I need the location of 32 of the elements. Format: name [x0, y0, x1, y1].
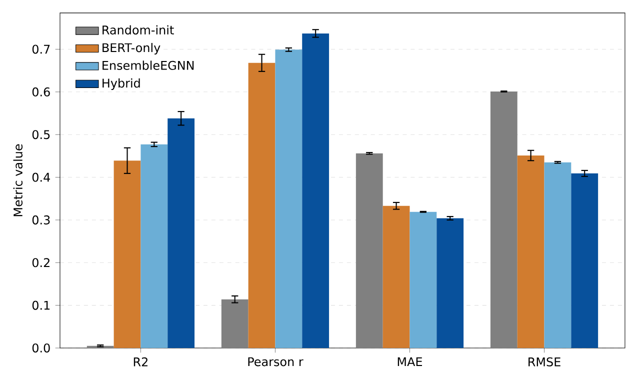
y-tick-label: 0.2	[32, 258, 50, 268]
bar	[140, 144, 168, 348]
legend-label: BERT-only	[102, 42, 160, 55]
y-tick-label: 0.6	[32, 87, 50, 96]
y-tick-label: 0.4	[32, 172, 50, 182]
x-tick-label: MAE	[398, 357, 422, 366]
legend-label: Random-init	[102, 25, 174, 34]
legend-label: Hybrid	[102, 78, 140, 90]
bar	[221, 299, 248, 348]
y-tick-label: 0.7	[32, 44, 50, 54]
y-tick-label: 0.3	[32, 215, 50, 224]
x-tick-label: Pearson r	[248, 357, 304, 366]
y-tick-label: 0.0	[32, 343, 50, 353]
x-tick-label: R2	[134, 357, 148, 366]
bar	[436, 218, 464, 348]
bar	[410, 212, 437, 348]
legend-label: EnsembleEGNN	[102, 60, 194, 70]
bar	[275, 50, 302, 348]
bar	[302, 33, 330, 348]
bar	[571, 173, 598, 348]
y-tick-label: 0.1	[32, 300, 50, 310]
bar	[248, 62, 276, 348]
y-axis-title: Metric value	[13, 144, 23, 216]
bar	[168, 118, 195, 348]
y-tick-label: 0.5	[32, 130, 50, 140]
bar	[517, 156, 544, 348]
bar	[114, 160, 141, 348]
bar	[382, 206, 410, 348]
x-tick-label: RMSE	[528, 357, 560, 366]
bar	[490, 91, 518, 348]
bar	[544, 162, 572, 348]
bar	[356, 153, 383, 348]
